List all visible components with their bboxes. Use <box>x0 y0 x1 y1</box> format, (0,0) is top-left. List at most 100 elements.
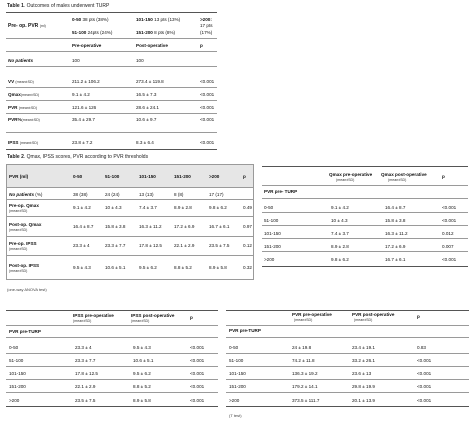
table1-row-post: 16.5 ± 7.3 <box>136 92 157 97</box>
table5-rule <box>226 392 469 393</box>
table2-cell: 8.9 ± 2.8 <box>174 205 192 210</box>
table3-rule <box>262 251 468 252</box>
table4-rule <box>6 379 218 380</box>
table1-top-rule <box>6 12 217 13</box>
table3-cell: 16.4 ± 8.7 <box>385 205 406 210</box>
table3-header: p <box>442 174 445 179</box>
table2-cell-p: 0.97 <box>243 224 252 229</box>
table2-row-unit: (mean±SD) <box>9 268 28 273</box>
table5-cell-p: <0.001 <box>417 398 432 403</box>
table2-cell: 13 (13) <box>139 192 154 197</box>
table1-group-4: 151-200 8 pts (8%) <box>136 30 175 35</box>
table3-cell: 8.9 ± 2.8 <box>331 244 349 249</box>
row-unit: (mean±SD) <box>19 141 39 145</box>
table5-row-label: 101-150 <box>229 371 246 376</box>
table4-cell-p: <0.001 <box>190 345 205 350</box>
table1-preop-pvr-label: Pre- op. PVR (ml) <box>8 23 46 30</box>
group-text: 24pts (24%) <box>87 30 113 35</box>
table3-subheader: (mean±SD) <box>388 177 407 182</box>
table2-cell: 8.9 ± 5.8 <box>209 265 227 270</box>
table5-cell: 136.3 ± 19.2 <box>292 371 318 376</box>
table2-rule <box>6 236 254 237</box>
table4-row-label: 0-50 <box>9 345 19 350</box>
row-label: VV <box>8 79 15 84</box>
table4-cell: 23.5 ± 7.5 <box>75 398 96 403</box>
table5-cell: 23.6 ± 13 <box>352 371 372 376</box>
table2-row-label: Post-op. Qmax <box>9 222 42 227</box>
table2-cell: 22.1 ± 2.9 <box>174 243 195 248</box>
row-unit: (mean±SD) <box>15 80 34 84</box>
table2-row-label: Post-op. IPSS <box>9 263 40 268</box>
row-label: PVR% <box>8 117 22 122</box>
table4-header: IPSS pre-operative <box>73 313 114 318</box>
table2-cell: 23.3 ± 4 <box>73 243 90 248</box>
table1-row-post: 273.4 ± 119.8 <box>136 79 164 84</box>
table1-rule <box>6 87 217 88</box>
table2-rule <box>6 199 254 200</box>
table2-cell: 10.6 ± 5.1 <box>105 265 126 270</box>
table2-header: p <box>243 174 246 179</box>
table2-header: 101-150 <box>139 174 156 179</box>
table1-rule <box>6 66 217 67</box>
table4-rule <box>6 392 218 393</box>
table3-cell: 7.4 ± 3.7 <box>331 231 349 236</box>
table4-rule <box>6 337 218 338</box>
table2-cell: 17 (17) <box>209 192 224 197</box>
table2-cell: 8.8 ± 5.2 <box>174 265 192 270</box>
table1-row-label: No patients <box>8 58 34 63</box>
table3-cell: 15.8 ± 3.8 <box>385 218 406 223</box>
table1-row-pre: 211.2 ± 106.2 <box>72 79 100 84</box>
table2-cell: 16.4 ± 8.7 <box>73 224 94 229</box>
table5-header: p <box>417 314 420 319</box>
table4-cell: 23.3 ± 7.7 <box>75 358 96 363</box>
table2-cell: 9.5 ± 6.2 <box>139 265 157 270</box>
table4-row-label: 151-200 <box>9 384 26 389</box>
table2-cell: 17.8 ± 12.5 <box>139 243 162 248</box>
table3-cell-p: <0.001 <box>442 218 457 223</box>
table1-rule <box>6 38 217 39</box>
table1-rule <box>6 132 217 133</box>
table2-row-label: No patients (%) <box>9 192 42 197</box>
table3-cell: 9.8 ± 6.2 <box>331 257 349 262</box>
table1-row: PVR%(mean±SD) <box>8 117 40 122</box>
table5-header: PVR post-operative <box>352 312 395 317</box>
table2-row-unit: (mean±SD) <box>9 246 28 251</box>
table5-row-label: 0-50 <box>229 345 239 350</box>
table1-row-pre: 23.8 ± 7.2 <box>72 140 93 145</box>
table2-rule <box>6 255 254 256</box>
table4-cell: 22.1 ± 2.9 <box>75 384 96 389</box>
table3-row-label: >200 <box>264 257 275 262</box>
table5-cell: 74.2 ± 11.8 <box>292 358 315 363</box>
table1-row-post: 8.3 ± 6.4 <box>136 140 154 145</box>
group-text: 38 pts (38%) <box>82 17 109 22</box>
table1-caption-bold: Table 1 <box>7 3 24 9</box>
table2-header: 151-200 <box>174 174 191 179</box>
table2-footnote: (one-way ANOVA test) <box>7 287 47 292</box>
table3-cell-p: 0.007 <box>442 244 454 249</box>
table4-cell-p: <0.001 <box>190 358 205 363</box>
table2-cell: 23.3 ± 7.7 <box>105 243 126 248</box>
table2-cell: 9.1 ± 4.2 <box>73 205 91 210</box>
table5-cell-p: <0.001 <box>417 371 432 376</box>
table1-group-2-text: 17 pts <box>200 23 213 28</box>
table2-cell: 15.8 ± 3.8 <box>105 224 126 229</box>
table1-row-pre: 35.4 ± 29.7 <box>72 117 95 122</box>
table5-cell-p: <0.001 <box>417 358 432 363</box>
table3-row-label: 0-50 <box>264 205 274 210</box>
table4-cell: 8.8 ± 5.2 <box>133 384 151 389</box>
group-text: 8 pts (8%) <box>154 30 176 35</box>
row-unit: (%) <box>35 192 43 197</box>
table1-row: Qmax(mean±SD) <box>8 92 39 97</box>
table1-row-p: <0.001 <box>200 105 215 110</box>
table4-top-rule <box>6 310 218 311</box>
table2-caption-bold: Table 2 <box>7 154 24 160</box>
table1-rule <box>6 113 217 114</box>
table5-bottom-rule <box>226 406 469 407</box>
group-range: 151-200 <box>136 30 153 35</box>
group-range: 51-100 <box>72 30 87 35</box>
table3-subheader: (mean±SD) <box>336 177 355 182</box>
table2-row-unit: (mean±SD) <box>9 227 28 232</box>
table1-row: PVR (mean±SD) <box>8 105 37 110</box>
table2-cell: 9.5 ± 4.3 <box>73 265 91 270</box>
table3-cell-p: <0.001 <box>442 205 457 210</box>
